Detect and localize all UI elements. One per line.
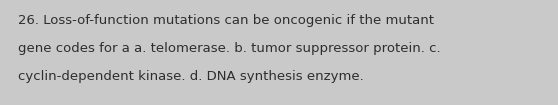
Text: cyclin-dependent kinase. d. DNA synthesis enzyme.: cyclin-dependent kinase. d. DNA synthesi… — [18, 70, 364, 83]
Text: gene codes for a a. telomerase. b. tumor suppressor protein. c.: gene codes for a a. telomerase. b. tumor… — [18, 42, 441, 55]
Text: 26. Loss-of-function mutations can be oncogenic if the mutant: 26. Loss-of-function mutations can be on… — [18, 14, 434, 27]
